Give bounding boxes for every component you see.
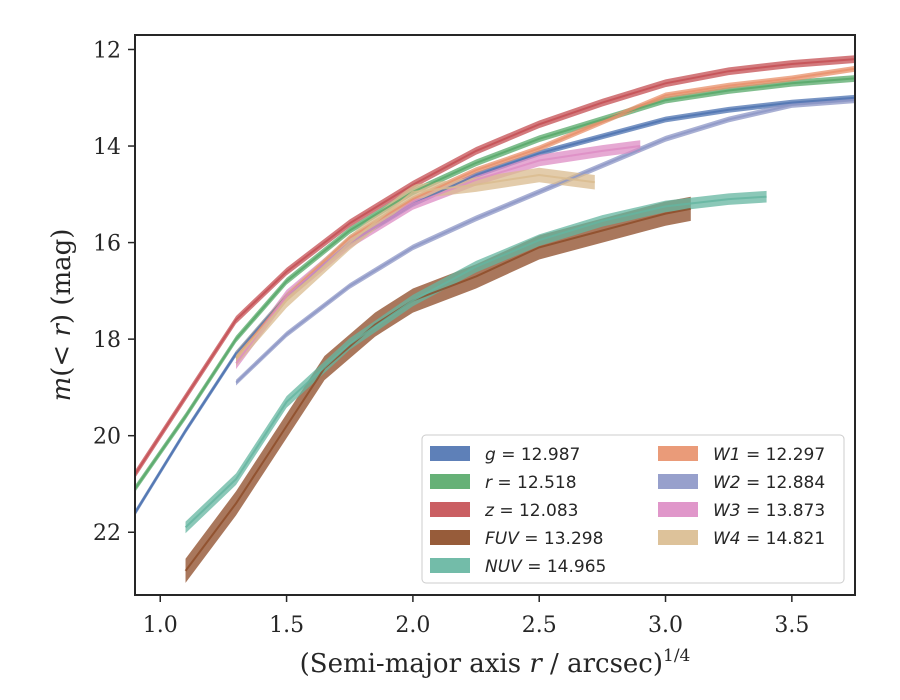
legend-entry-label: FUV = 13.298	[485, 529, 603, 549]
x-tick-label: 2.0	[395, 613, 430, 638]
series-line-nuv	[184, 195, 767, 529]
y-tick-label: 20	[93, 425, 121, 450]
series-line-z	[135, 58, 855, 475]
series-lines	[135, 58, 855, 572]
series-line-w4	[235, 173, 595, 360]
legend-entry-label: r = 12.518	[485, 473, 577, 493]
x-tick-label: 3.0	[648, 613, 683, 638]
legend-swatch	[430, 446, 470, 461]
legend-entry-label: W3 = 13.873	[713, 501, 825, 521]
legend: g = 12.987 r = 12.518 z = 12.083 FUV = 13.2…	[421, 434, 845, 584]
series-band-r	[135, 75, 855, 493]
legend-swatch	[430, 474, 470, 489]
y-tick-label: 16	[93, 232, 121, 257]
x-axis-label: (Semi-major axis r / arcsec)1/4	[300, 646, 691, 679]
legend-entry-label: W4 = 14.821	[713, 529, 825, 549]
legend-entry-label: NUV = 14.965	[485, 557, 606, 577]
legend-swatch	[658, 530, 698, 545]
x-tick-label: 1.5	[269, 613, 304, 638]
legend-swatch	[430, 558, 470, 573]
legend-swatch	[658, 446, 698, 461]
y-axis-label: m(< r) (mag)	[47, 229, 77, 402]
y-tick-label: 18	[93, 328, 121, 353]
legend-entry-label: g = 12.987	[485, 445, 580, 465]
series-line-w1	[235, 67, 855, 360]
series-line-r	[135, 77, 855, 490]
legend-swatch	[658, 474, 698, 489]
series-line-w3	[235, 145, 641, 364]
legend-entry-label: z = 12.083	[484, 501, 578, 521]
series-band-z	[135, 55, 855, 479]
legend-swatch	[658, 502, 698, 517]
x-tick-label: 1.0	[143, 613, 178, 638]
legend-swatch	[430, 502, 470, 517]
series-line-g	[135, 96, 855, 514]
legend-box	[421, 434, 845, 584]
y-axis: 12 14 16 18 20 22	[93, 38, 135, 546]
x-axis: 1.0 1.5 2.0 2.5 3.0 3.5	[143, 595, 809, 638]
series-line-w2	[235, 99, 855, 384]
y-tick-label: 22	[93, 521, 121, 546]
legend-entry-label: W2 = 12.884	[713, 473, 825, 493]
y-tick-label: 14	[93, 135, 121, 160]
legend-entry-label: W1 = 12.297	[713, 445, 825, 465]
legend-swatch	[430, 530, 470, 545]
x-tick-label: 3.5	[774, 613, 809, 638]
x-tick-label: 2.5	[522, 613, 557, 638]
y-tick-label: 12	[93, 38, 121, 63]
plot-frame	[134, 34, 856, 596]
